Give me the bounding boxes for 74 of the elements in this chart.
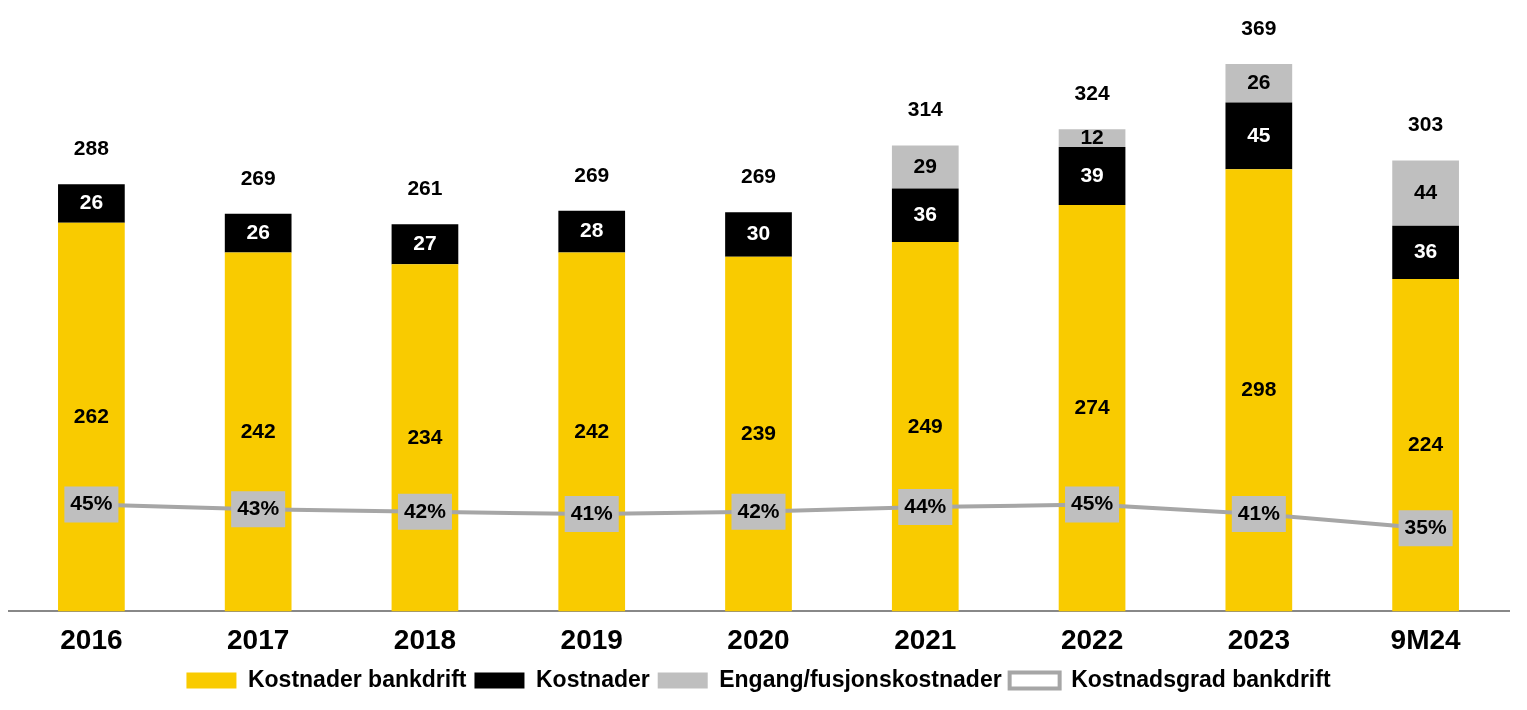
bar [725, 212, 792, 257]
bar [891, 145, 959, 189]
data-label: 45 [1247, 122, 1271, 146]
x-tick-label: 2018 [393, 623, 457, 655]
data-label: 39 [1080, 162, 1104, 186]
bar [891, 188, 959, 243]
bar [891, 242, 959, 612]
total-label: 369 [1241, 15, 1277, 39]
total-label: 269 [574, 162, 610, 186]
x-tick-label: 2020 [727, 623, 790, 655]
x-tick-label: 2016 [60, 623, 123, 655]
bar [558, 210, 626, 253]
data-label: 26 [246, 219, 270, 243]
data-label: 12 [1080, 124, 1104, 148]
legend-label: Kostnadsgrad bankdrift [1071, 665, 1331, 692]
bar [725, 256, 792, 612]
total-label: 314 [907, 97, 944, 121]
data-label: 42% [403, 498, 447, 522]
x-tick-label: 2022 [1060, 623, 1124, 655]
data-label: 30 [746, 221, 771, 245]
total-label: 288 [73, 135, 110, 159]
data-label: 298 [1241, 377, 1277, 401]
bar [58, 184, 125, 223]
bar [391, 264, 459, 612]
total-label: 261 [407, 176, 443, 199]
data-label: 239 [740, 420, 777, 444]
bar [1392, 160, 1459, 226]
legend-label: Engang/fusjonskostnader [719, 665, 1002, 692]
legend-label: Kostnader bankdrift [247, 665, 467, 692]
data-label: 44% [904, 493, 947, 517]
data-label: 26 [79, 190, 104, 214]
total-label: 269 [240, 165, 276, 189]
data-label: 43% [237, 496, 280, 520]
data-label: 29 [913, 153, 937, 177]
x-tick-label: 2019 [560, 623, 623, 655]
bar [1392, 225, 1459, 280]
data-label: 35% [1404, 515, 1447, 539]
data-label: 45% [70, 491, 113, 515]
data-label: 224 [1408, 432, 1444, 456]
bar [58, 222, 125, 612]
data-label: 42% [737, 498, 780, 522]
bar [1058, 147, 1126, 205]
bar [224, 213, 292, 253]
x-tick-label: 2017 [227, 623, 290, 655]
data-label: 36 [913, 202, 937, 226]
data-label: 36 [1413, 239, 1438, 263]
bar [224, 252, 292, 612]
data-label: 41% [1237, 500, 1281, 524]
data-label: 249 [907, 413, 943, 437]
x-tick-label: 9M24 [1390, 623, 1462, 655]
bar [1225, 169, 1293, 612]
total-label: 324 [1074, 81, 1110, 105]
data-label: 242 [574, 418, 610, 442]
bar [1392, 279, 1459, 612]
data-label: 41% [570, 500, 614, 524]
data-label: 242 [240, 418, 276, 442]
data-label: 26 [1247, 70, 1271, 94]
bar [1225, 63, 1293, 103]
data-label: 234 [407, 424, 443, 448]
bar [558, 252, 626, 612]
data-label: 44 [1413, 179, 1438, 203]
total-label: 269 [740, 164, 777, 188]
x-tick-label: 2023 [1227, 623, 1290, 655]
data-label: 28 [580, 218, 604, 242]
legend-label: Kostnader [535, 665, 650, 692]
data-label: 274 [1074, 394, 1110, 418]
total-label: 303 [1408, 112, 1444, 136]
data-label: 45% [1071, 491, 1114, 515]
data-label: 27 [413, 231, 437, 255]
x-tick-label: 2021 [894, 623, 957, 655]
bar [1225, 102, 1293, 170]
bar [1058, 204, 1126, 612]
bar [391, 224, 459, 265]
data-label: 262 [73, 403, 109, 427]
